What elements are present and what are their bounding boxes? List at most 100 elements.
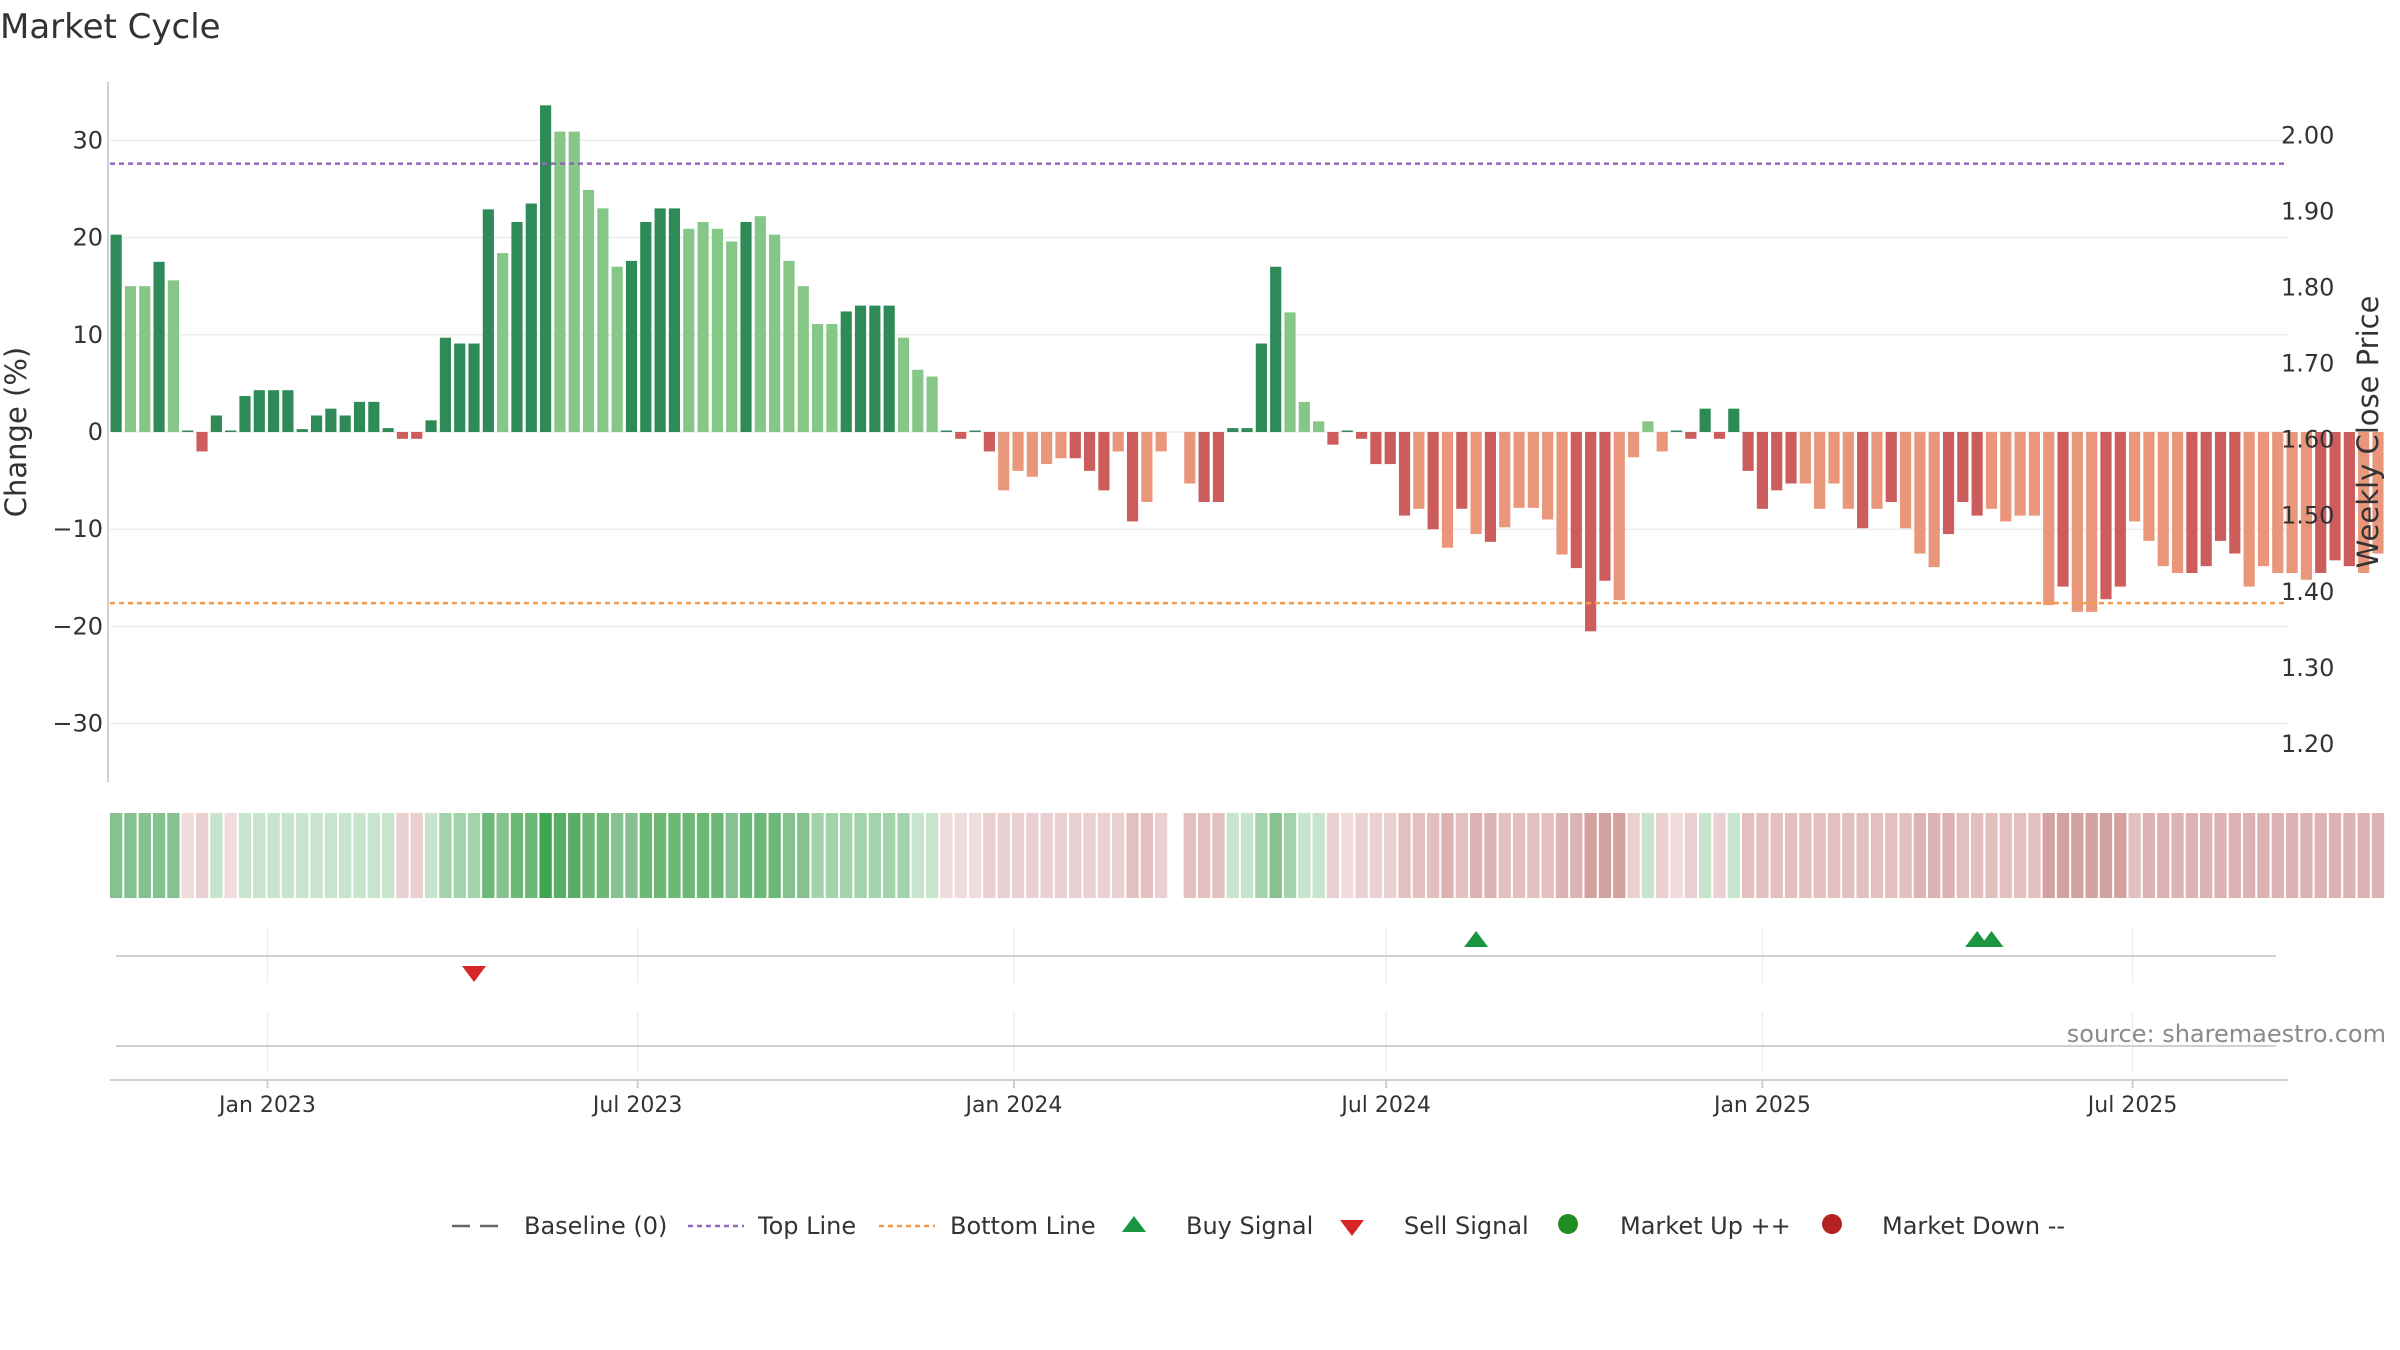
bar — [1012, 432, 1024, 471]
bar — [611, 266, 623, 432]
bar — [2214, 432, 2227, 541]
bar — [310, 415, 323, 432]
regime-cell — [267, 813, 280, 898]
bar — [1699, 408, 1711, 432]
bar — [1427, 432, 1439, 530]
bar — [812, 324, 824, 432]
bar — [797, 286, 809, 432]
bar — [1198, 432, 1210, 502]
regime-cell — [1842, 813, 1855, 898]
bar — [2157, 432, 2169, 567]
y-tick-label: −30 — [52, 710, 103, 738]
regime-cell — [1498, 813, 1511, 898]
bar — [2086, 432, 2098, 612]
regime-cell — [1999, 813, 2012, 898]
regime-cell — [897, 813, 910, 898]
regime-cell — [396, 813, 409, 898]
regime-cell — [1813, 813, 1826, 898]
x-tick-label: Jan 2023 — [217, 1093, 316, 1118]
lower-panel: Jan 2023 Jul 2023 Jan 2024 Jul 2024 Jan 2025… — [110, 1012, 2288, 1118]
regime-cell — [496, 813, 509, 898]
bar — [1799, 432, 1811, 484]
regime-cell — [1512, 813, 1526, 898]
regime-cell — [2185, 813, 2199, 898]
regime-cell — [825, 813, 839, 898]
sell-signal-marker — [462, 966, 487, 982]
bar — [869, 305, 881, 432]
bar — [1370, 432, 1382, 465]
bar — [210, 415, 222, 432]
bar — [1857, 432, 1869, 529]
regime-cell — [2271, 813, 2284, 898]
buy-signal-marker — [1979, 931, 2004, 947]
bar — [568, 131, 580, 433]
legend-label: Bottom Line — [950, 1212, 1096, 1240]
y2-tick-label: 1.40 — [2281, 578, 2334, 606]
bar — [1284, 312, 1296, 432]
regime-cell — [1684, 813, 1697, 898]
bar — [897, 337, 910, 432]
bar — [1141, 432, 1153, 502]
bar — [2343, 432, 2355, 567]
legend-label: Sell Signal — [1404, 1212, 1529, 1240]
bar — [1398, 432, 1411, 516]
bar — [2171, 432, 2184, 573]
bar — [2315, 432, 2327, 573]
bar — [239, 396, 251, 432]
bar — [683, 228, 695, 432]
source-note: source: sharemaestro.com — [2067, 1020, 2386, 1048]
y-tick-label: 30 — [72, 126, 103, 154]
regime-cell — [1427, 813, 1440, 898]
bar — [983, 432, 995, 452]
y-tick-label: −20 — [52, 612, 103, 640]
regime-cell — [1326, 813, 1340, 898]
bar — [1499, 432, 1511, 528]
regime-cell — [124, 813, 137, 898]
regime-cell — [639, 813, 652, 898]
bar — [2372, 432, 2384, 554]
regime-cell — [725, 813, 738, 898]
regime-cell — [911, 813, 924, 898]
bar — [998, 432, 1010, 491]
bar — [1957, 432, 1969, 502]
bar — [740, 222, 752, 432]
regime-cell — [2257, 813, 2270, 898]
bar — [2229, 432, 2241, 554]
regime-cell — [754, 813, 767, 898]
regime-cell — [1985, 813, 1998, 898]
regime-cell — [1484, 813, 1497, 898]
bar — [1084, 432, 1096, 471]
y2-tick-label: 1.60 — [2281, 426, 2334, 454]
bar — [912, 369, 924, 432]
regime-cell — [2285, 813, 2299, 898]
regime-cell — [1283, 813, 1297, 898]
bar — [554, 131, 566, 433]
bar — [2243, 432, 2255, 587]
regime-cell — [1928, 813, 1941, 898]
bar — [769, 234, 781, 432]
regime-strip — [109, 813, 2385, 898]
regime-cell — [2114, 813, 2127, 898]
bar — [1341, 430, 1353, 432]
bar — [511, 222, 523, 432]
y-tick-label: 0 — [88, 418, 103, 446]
regime-cell — [181, 813, 194, 898]
regime-cell — [2028, 813, 2041, 898]
bar — [1413, 432, 1425, 509]
bar — [2100, 432, 2112, 600]
bar — [668, 208, 681, 432]
bar — [497, 253, 509, 432]
bar — [840, 311, 852, 432]
regime-cell — [611, 813, 624, 898]
regime-cell — [2099, 813, 2113, 898]
regime-cell — [1040, 813, 1053, 898]
y2-tick-label: 1.80 — [2281, 273, 2334, 301]
bar — [1026, 432, 1038, 477]
bar — [153, 261, 165, 432]
regime-cell — [696, 813, 710, 898]
bar — [926, 376, 938, 432]
regime-cell — [2228, 813, 2241, 898]
regime-cell — [1083, 813, 1096, 898]
chart-title: Market Cycle — [0, 7, 221, 47]
regime-cell — [109, 813, 123, 898]
